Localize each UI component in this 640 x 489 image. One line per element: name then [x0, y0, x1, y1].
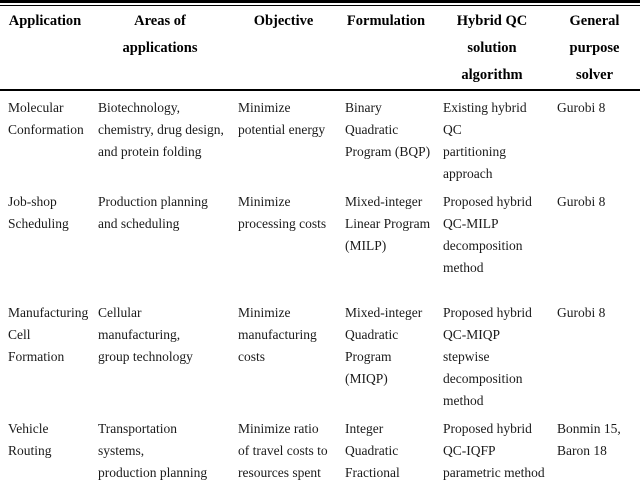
cell-areas: Transportation systems, production plann…: [98, 421, 208, 489]
cell-objective: Minimize potential energy: [238, 100, 326, 137]
applications-table: Application Areas of applications Object…: [0, 6, 640, 489]
cell-application: Job-shop Scheduling: [8, 194, 69, 231]
table-row-job-shop-scheduling: Job-shop Scheduling Production planning …: [0, 185, 640, 296]
cell-formulation: Integer Quadratic Fractional Program (IQ…: [345, 421, 400, 489]
cell-hybrid-qc-algorithm: Existing hybrid QC partitioning approach: [443, 100, 527, 181]
cell-hybrid-qc-algorithm: Proposed hybrid QC-MIQP stepwise decompo…: [443, 305, 532, 408]
header-cell-hybrid-qc-solution-algorithm: Hybrid QC solution algorithm: [435, 6, 549, 91]
cell-formulation: Binary Quadratic Program (BQP): [345, 100, 431, 159]
header-cell-objective: Objective: [230, 6, 337, 91]
cell-hybrid-qc-algorithm: Proposed hybrid QC-MILP decomposition me…: [443, 194, 532, 275]
table-top-rule-gap: [0, 3, 640, 5]
cell-solver: Gurobi 8: [557, 305, 606, 320]
cell-objective: Minimize manufacturing costs: [238, 305, 317, 364]
cell-objective: Minimize ratio of travel costs to resour…: [238, 421, 328, 480]
cell-areas: Cellular manufacturing, group technology: [98, 305, 193, 364]
cell-hybrid-qc-algorithm: Proposed hybrid QC-IQFP parametric metho…: [443, 421, 545, 480]
table-top-thick-rule: [0, 0, 640, 3]
cell-application: Molecular Conformation: [8, 100, 84, 137]
cell-formulation: Mixed-integer Quadratic Program (MIQP): [345, 305, 423, 386]
header-cell-application: Application: [0, 6, 90, 91]
cell-objective: Minimize processing costs: [238, 194, 327, 231]
cell-formulation: Mixed-integer Linear Program (MILP): [345, 194, 431, 253]
header-cell-formulation: Formulation: [337, 6, 435, 91]
header-row: Application Areas of applications Object…: [0, 6, 640, 91]
table-top-thin-rule: [0, 5, 640, 6]
table-body: Molecular Conformation Biotechnology, ch…: [0, 90, 640, 489]
header-cell-general-purpose-solver: General purpose solver: [549, 6, 640, 91]
cell-application: Vehicle Routing: [8, 421, 52, 458]
cell-solver: Bonmin 15, Baron 18: [557, 421, 621, 458]
cell-areas: Biotechnology, chemistry, drug design, a…: [98, 100, 224, 159]
cell-solver: Gurobi 8: [557, 100, 606, 115]
cell-areas: Production planning and scheduling: [98, 194, 208, 231]
cell-application: Manufacturing Cell Formation: [8, 305, 89, 364]
table-header: Application Areas of applications Object…: [0, 6, 640, 91]
table-row-vehicle-routing: Vehicle Routing Transportation systems, …: [0, 412, 640, 489]
cell-solver: Gurobi 8: [557, 194, 606, 209]
table-row-manufacturing-cell-formation: Manufacturing Cell Formation Cellular ma…: [0, 296, 640, 412]
table-row-molecular-conformation: Molecular Conformation Biotechnology, ch…: [0, 90, 640, 185]
header-cell-areas-of-applications: Areas of applications: [90, 6, 230, 91]
